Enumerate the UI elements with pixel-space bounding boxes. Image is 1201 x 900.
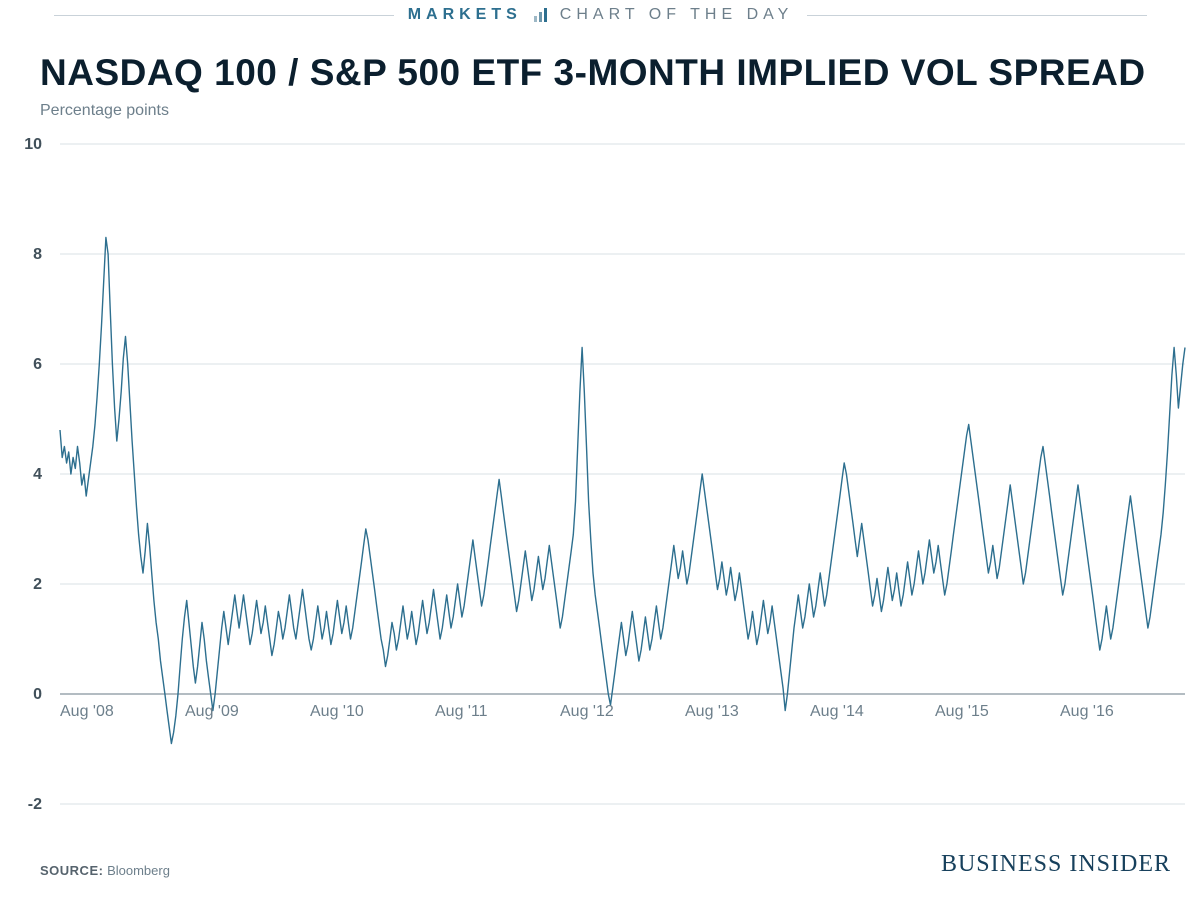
vol-spread-series — [60, 238, 1185, 744]
publisher-logo: BUSINESS INSIDER — [941, 851, 1171, 878]
line-chart-svg: -2 0 2 4 6 8 10 Aug '08 Aug '09 Aug '10 Aug '11 Au… — [0, 124, 1201, 824]
svg-text:Aug '09: Aug '09 — [185, 703, 239, 720]
markets-icon — [534, 8, 548, 22]
svg-text:Aug '12: Aug '12 — [560, 703, 614, 720]
svg-text:-2: -2 — [28, 796, 42, 813]
header: MARKETS CHART OF THE DAY — [0, 0, 1201, 24]
source-label: SOURCE: — [40, 863, 103, 878]
chart-title: NASDAQ 100 / S&P 500 ETF 3-MONTH IMPLIED… — [0, 24, 1201, 102]
header-rule-right — [807, 15, 1147, 16]
footer: SOURCE: Bloomberg BUSINESS INSIDER — [40, 851, 1171, 878]
chart-subtitle: Percentage points — [0, 102, 1201, 124]
svg-text:Aug '11: Aug '11 — [435, 703, 488, 720]
svg-text:4: 4 — [33, 466, 42, 483]
brand-line: MARKETS CHART OF THE DAY — [408, 6, 794, 24]
svg-text:Aug '16: Aug '16 — [1060, 703, 1114, 720]
svg-text:Aug '08: Aug '08 — [60, 703, 114, 720]
brand-strong: MARKETS — [408, 6, 522, 24]
chart-area: -2 0 2 4 6 8 10 Aug '08 Aug '09 Aug '10 Aug '11 Au… — [0, 124, 1201, 824]
source-value: Bloomberg — [107, 863, 170, 878]
svg-text:10: 10 — [24, 136, 42, 153]
chart-frame: { "header": { "brand_strong": "MARKETS",… — [0, 0, 1201, 900]
svg-text:6: 6 — [33, 356, 42, 373]
brand-rest: CHART OF THE DAY — [560, 6, 794, 24]
svg-text:2: 2 — [33, 576, 42, 593]
header-rule-left — [54, 15, 394, 16]
svg-text:8: 8 — [33, 246, 42, 263]
svg-text:Aug '14: Aug '14 — [810, 703, 864, 720]
svg-text:Aug '15: Aug '15 — [935, 703, 989, 720]
source-line: SOURCE: Bloomberg — [40, 863, 170, 878]
svg-text:Aug '10: Aug '10 — [310, 703, 364, 720]
svg-text:0: 0 — [33, 686, 42, 703]
svg-text:Aug '13: Aug '13 — [685, 703, 739, 720]
